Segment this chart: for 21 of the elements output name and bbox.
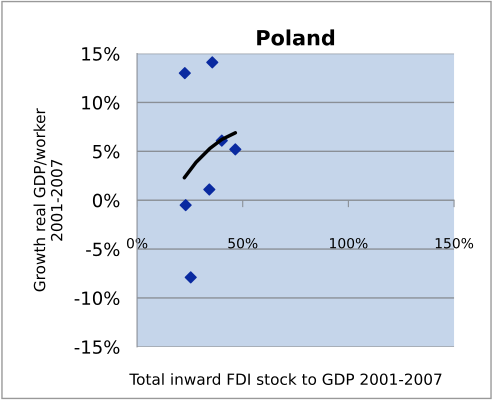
y-tick-label: 5% — [93, 144, 120, 158]
y-tick-label: 10% — [82, 96, 120, 110]
y-tick-label: -15% — [74, 340, 120, 354]
y-tick-label: -10% — [74, 291, 120, 306]
point — [229, 143, 242, 156]
x-axis-title: Total inward FDI stock to GDP 2001-2007 — [129, 373, 442, 386]
point — [206, 56, 218, 68]
point — [178, 67, 191, 80]
y-tick-label: -5% — [86, 242, 120, 256]
x-tick-label: 100% — [330, 238, 368, 248]
x-tick-label: 150% — [436, 238, 474, 248]
point — [184, 271, 197, 284]
chart-title: Poland — [257, 29, 334, 46]
line-series — [182, 131, 238, 180]
y-tick-label: 0% — [92, 194, 120, 208]
x-tick-label: 50% — [228, 238, 258, 248]
point — [180, 199, 192, 212]
point — [203, 183, 216, 196]
x-tick-label: 0% — [126, 238, 148, 248]
y-tick-label: 15% — [82, 47, 120, 61]
y-axis-title: Growth real GDP/worker 2001-2007 — [34, 108, 62, 292]
